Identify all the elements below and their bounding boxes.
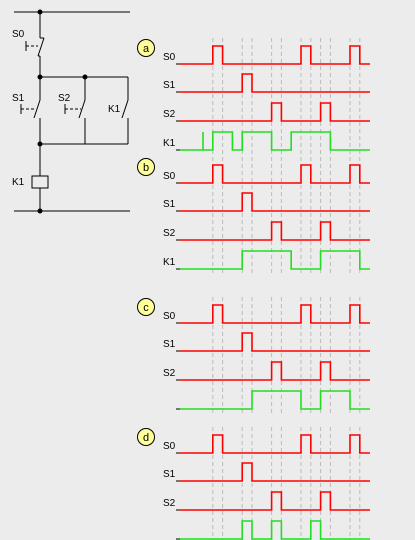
option-badge — [137, 428, 155, 446]
signal-s2-label: S2 — [163, 498, 176, 509]
option-badge — [137, 158, 155, 176]
s0-contact — [25, 37, 45, 57]
signal-s0-label: S0 — [163, 441, 176, 452]
signal-s1-trace — [180, 332, 370, 352]
output-k1-trace — [180, 131, 370, 151]
option-badge-label: c — [143, 302, 149, 314]
signal-s1-trace — [180, 462, 370, 482]
signal-s0-label: S0 — [163, 311, 176, 322]
s0-label: S0 — [12, 29, 25, 40]
s2-contact — [64, 99, 86, 119]
signal-s0-trace — [180, 434, 370, 454]
output-k1-trace — [180, 390, 370, 410]
signal-s2-trace — [180, 361, 370, 381]
timing-option-d: S0 S1 S2 d — [137, 427, 370, 540]
signal-s0-trace — [180, 304, 370, 324]
signal-s2-label: S2 — [163, 109, 176, 120]
signal-s2-trace — [180, 221, 370, 241]
output-k1-trace — [180, 250, 370, 270]
signal-s0-label: S0 — [163, 52, 176, 63]
signal-s1-label: S1 — [163, 80, 176, 91]
signal-s2-label: S2 — [163, 228, 176, 239]
option-badge-label: b — [143, 162, 149, 174]
k1-contact-label: K1 — [108, 104, 121, 115]
option-badge — [137, 39, 155, 57]
circuit-schematic — [14, 9, 130, 214]
output-k1-label: K1 — [163, 257, 176, 268]
s1-contact — [20, 99, 41, 119]
k1-holding-contact — [121, 99, 129, 119]
signal-s2-trace — [180, 491, 370, 511]
signal-s0-trace — [180, 45, 370, 65]
signal-s1-trace — [180, 192, 370, 212]
s2-label: S2 — [58, 93, 71, 104]
timing-option-c: S0 S1 S2 c — [137, 297, 370, 413]
signal-s1-label: S1 — [163, 469, 176, 480]
signal-s1-label: S1 — [163, 199, 176, 210]
timing-diagrams: S0 S1 S2 K1 a S0 S1 S2 K1 b S0 S1 S2 c S0 S1 S2 d — [137, 38, 370, 540]
timing-option-a: S0 S1 S2 K1 a — [137, 38, 370, 154]
signal-s0-trace — [180, 164, 370, 184]
signal-s2-label: S2 — [163, 368, 176, 379]
output-k1-trace — [180, 520, 370, 540]
k1-coil-label: K1 — [12, 177, 25, 188]
option-badge-label: d — [143, 432, 149, 444]
k1-coil — [31, 175, 49, 189]
option-badge-label: a — [143, 43, 150, 55]
s1-label: S1 — [12, 93, 25, 104]
option-badge — [137, 298, 155, 316]
signal-s1-label: S1 — [163, 339, 176, 350]
timing-option-b: S0 S1 S2 K1 b — [137, 157, 370, 273]
output-k1-label: K1 — [163, 138, 176, 149]
signal-s2-trace — [180, 102, 370, 122]
signal-s1-trace — [180, 73, 370, 93]
signal-s0-label: S0 — [163, 171, 176, 182]
